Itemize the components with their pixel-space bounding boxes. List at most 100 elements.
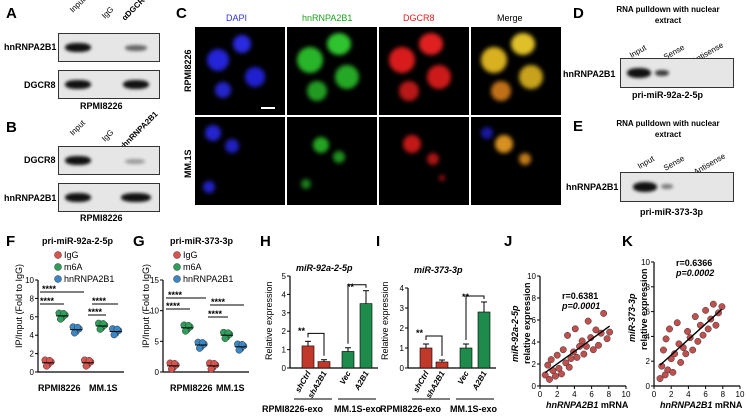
x-tick-label: 0 bbox=[538, 390, 543, 399]
western-blot bbox=[620, 58, 734, 88]
x-tick-label: 0 bbox=[652, 390, 657, 399]
group-label: MM.1S-exo bbox=[334, 404, 382, 414]
cell-line-label: RPMI8226 bbox=[80, 101, 123, 111]
blot-band bbox=[655, 70, 669, 76]
data-point bbox=[565, 363, 573, 371]
category-label: Vec bbox=[456, 369, 471, 386]
significance: ** bbox=[298, 326, 306, 336]
y-tick-label: 2 bbox=[646, 357, 651, 366]
data-point bbox=[210, 360, 218, 368]
bar bbox=[435, 361, 449, 369]
bar bbox=[359, 303, 373, 369]
blot-band bbox=[125, 45, 147, 51]
data-point bbox=[74, 323, 82, 331]
legend-swatch bbox=[173, 275, 181, 283]
data-point bbox=[584, 317, 592, 325]
y-tick-label: 2 bbox=[30, 350, 35, 359]
data-point bbox=[662, 335, 670, 343]
channel-label: DGCR8 bbox=[403, 13, 435, 23]
data-point bbox=[603, 335, 611, 343]
data-point bbox=[547, 356, 555, 364]
legend-label: IgG bbox=[64, 250, 79, 260]
significance: **** bbox=[168, 290, 183, 300]
significance: **** bbox=[88, 307, 103, 317]
western-blot bbox=[620, 172, 734, 202]
legend-swatch bbox=[54, 275, 62, 283]
panel-label-b: B bbox=[6, 119, 17, 136]
y-tick-label: 3 bbox=[282, 309, 287, 318]
regression-line bbox=[659, 308, 723, 366]
y-axis-label: miR-92a-2-5p bbox=[510, 305, 520, 362]
chart-title: pri-miR-92a-2-5p bbox=[42, 236, 114, 246]
legend-swatch bbox=[173, 251, 181, 259]
data-point bbox=[578, 337, 586, 345]
data-point bbox=[682, 350, 690, 358]
cell-line-label: RPMI8226 bbox=[80, 213, 123, 223]
y-axis-label: relative expression bbox=[639, 268, 649, 350]
data-point bbox=[671, 350, 679, 358]
x-tick-label: 6 bbox=[589, 390, 594, 399]
data-point bbox=[699, 331, 707, 339]
significance: **** bbox=[40, 296, 55, 306]
blot-row-label: DGCR8 bbox=[24, 155, 56, 165]
panel-label-k: K bbox=[622, 233, 633, 250]
data-point bbox=[580, 350, 588, 358]
data-point bbox=[99, 320, 107, 328]
bar bbox=[301, 345, 315, 369]
group-label: RPMI8226 bbox=[38, 383, 81, 393]
blot-band bbox=[65, 156, 91, 165]
panel-label-c: C bbox=[176, 5, 187, 22]
y-tick-label: 0 bbox=[282, 364, 287, 373]
data-point bbox=[558, 370, 565, 378]
panel-label-a: A bbox=[6, 5, 17, 22]
bar bbox=[477, 311, 491, 369]
x-tick-label: 10 bbox=[736, 390, 745, 399]
significance: **** bbox=[92, 296, 107, 306]
western-blot bbox=[58, 146, 160, 175]
data-point bbox=[712, 321, 720, 329]
y-tick-label: 10 bbox=[150, 307, 159, 316]
panel-label-e: E bbox=[573, 118, 584, 135]
blot-band bbox=[65, 43, 91, 52]
micrograph-merge bbox=[471, 117, 561, 205]
bar bbox=[317, 361, 331, 369]
data-point bbox=[113, 325, 121, 333]
chart-title: pri-miR-373-3p bbox=[170, 236, 234, 246]
data-point bbox=[544, 361, 552, 369]
micrograph-merge bbox=[471, 27, 561, 115]
data-point bbox=[238, 341, 246, 349]
y-tick-label: 5 bbox=[155, 337, 160, 346]
data-point bbox=[677, 358, 685, 366]
data-point bbox=[576, 342, 584, 350]
blot-band bbox=[65, 193, 91, 202]
blot-row-label: hnRNPA2B1 bbox=[566, 182, 619, 192]
y-tick-label: 4 bbox=[30, 331, 35, 340]
y-tick-label: 5 bbox=[282, 272, 287, 281]
y-tick-label: 8 bbox=[30, 294, 35, 303]
legend-label: hnRNPA2B1 bbox=[64, 274, 115, 284]
y-tick-label: 4 bbox=[646, 332, 651, 341]
significance: ** bbox=[416, 328, 424, 338]
panel-label-f: F bbox=[6, 233, 16, 250]
chart-title: miR-92a-2-5p bbox=[296, 263, 353, 273]
data-point bbox=[171, 360, 179, 368]
blot-row-label: hnRNPA2B1 bbox=[4, 193, 57, 203]
data-point bbox=[656, 375, 664, 383]
data-point bbox=[718, 303, 726, 311]
category-label: A2B1 bbox=[352, 369, 371, 393]
y-axis-label: IP/Input (Fold to IgG) bbox=[141, 263, 151, 348]
data-point bbox=[46, 356, 54, 365]
blot-band bbox=[123, 80, 149, 89]
group-label: RPMI8226-exo bbox=[380, 404, 442, 414]
significance-bracket bbox=[347, 284, 367, 344]
correlation-p: p=0.0002 bbox=[676, 268, 715, 278]
blot-row-label: hnRNPA2B1 bbox=[4, 42, 57, 52]
y-tick-label: 6 bbox=[646, 308, 651, 317]
y-tick-label: 6 bbox=[532, 316, 537, 325]
x-tick-label: 8 bbox=[607, 390, 612, 399]
y-tick-label: 0 bbox=[30, 368, 35, 377]
y-tick-label: 1 bbox=[400, 344, 405, 353]
y-tick-label: 8 bbox=[532, 294, 537, 303]
panel-label-i: I bbox=[376, 233, 381, 250]
regression-line bbox=[544, 325, 611, 374]
